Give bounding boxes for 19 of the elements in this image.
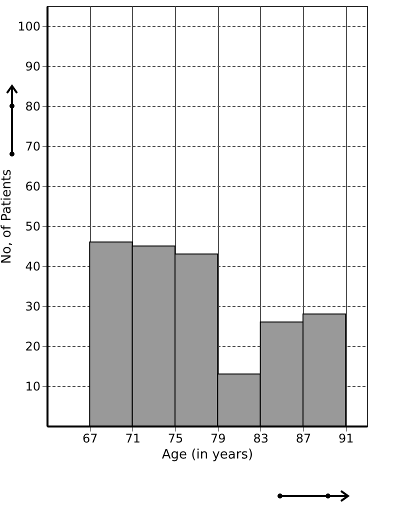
y-tick-label: 50 bbox=[25, 220, 40, 234]
y-tick-label: 70 bbox=[25, 140, 40, 154]
x-tick-label: 75 bbox=[168, 432, 184, 446]
x-tick-label: 71 bbox=[125, 432, 140, 446]
x-tick-label: 91 bbox=[338, 432, 354, 446]
y-axis-title: No, of Patients bbox=[0, 168, 15, 264]
x-tick-label: 87 bbox=[296, 432, 312, 446]
x-tick-label: 79 bbox=[210, 432, 226, 446]
y-tick-label: 40 bbox=[25, 260, 40, 274]
x-tick-label: 67 bbox=[82, 432, 98, 446]
y-tick-label: 90 bbox=[25, 60, 40, 74]
x-axis-title: Age (in years) bbox=[162, 448, 254, 462]
x-tick-label: 83 bbox=[253, 432, 268, 446]
y-tick-label: 60 bbox=[25, 180, 40, 194]
y-tick-label: 100 bbox=[18, 20, 40, 34]
y-tick-label: 10 bbox=[25, 380, 40, 394]
y-tick-label: 30 bbox=[25, 300, 40, 314]
y-tick-label: 80 bbox=[25, 100, 40, 114]
y-tick-label: 20 bbox=[25, 340, 40, 354]
